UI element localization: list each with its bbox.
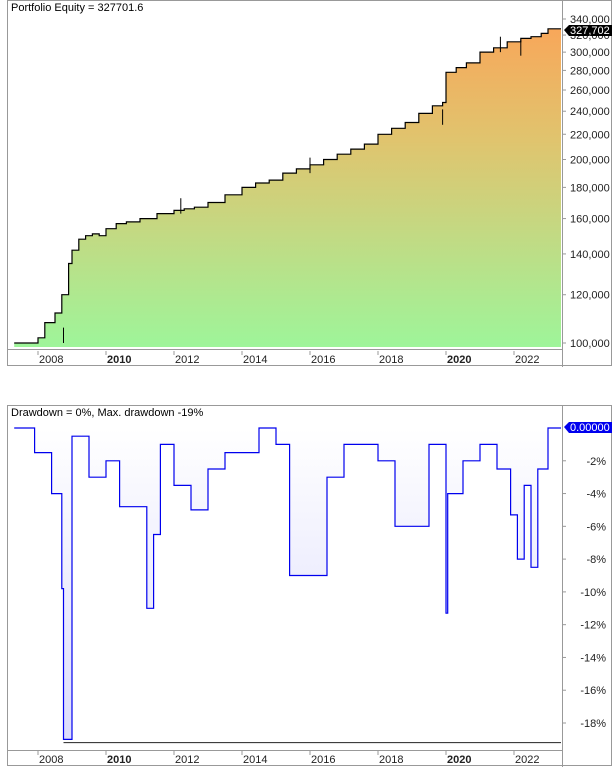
svg-text:2022: 2022: [515, 354, 539, 366]
drawdown-last-value-label: 0.00000: [570, 422, 610, 434]
equity-last-value-label: 327,702: [570, 25, 610, 37]
svg-text:-18%: -18%: [580, 718, 606, 730]
svg-text:-2%: -2%: [586, 456, 606, 468]
svg-text:2014: 2014: [243, 754, 267, 766]
svg-text:300,000: 300,000: [570, 47, 610, 59]
svg-text:140,000: 140,000: [570, 249, 610, 261]
svg-text:100,000: 100,000: [570, 338, 610, 350]
equity-last-value-marker: 327,702: [564, 25, 612, 37]
svg-text:2010: 2010: [107, 754, 131, 766]
svg-text:2016: 2016: [311, 754, 335, 766]
svg-text:180,000: 180,000: [570, 182, 610, 194]
svg-text:2022: 2022: [515, 754, 539, 766]
svg-text:2020: 2020: [447, 354, 471, 366]
equity-y-axis: 340,000320,000300,000280,000260,000240,0…: [562, 14, 610, 350]
svg-text:2010: 2010: [107, 354, 131, 366]
svg-text:-6%: -6%: [586, 521, 606, 533]
svg-text:2018: 2018: [379, 354, 403, 366]
svg-text:-10%: -10%: [580, 587, 606, 599]
svg-text:120,000: 120,000: [570, 290, 610, 302]
equity-area: [14, 28, 561, 348]
equity-chart-title: Portfolio Equity = 327701.6: [11, 2, 144, 14]
drawdown-chart-title: Drawdown = 0%, Max. drawdown -19%: [11, 407, 204, 419]
svg-text:2020: 2020: [447, 754, 471, 766]
equity-chart-canvas[interactable]: 340,000320,000300,000280,000260,000240,0…: [8, 1, 613, 367]
svg-text:2012: 2012: [175, 354, 199, 366]
svg-text:2012: 2012: [175, 754, 199, 766]
drawdown-y-axis: -2% -4% -6% -8% -10% -12% -14% -16% -18%: [562, 456, 606, 730]
svg-text:-16%: -16%: [580, 685, 606, 697]
svg-text:200,000: 200,000: [570, 154, 610, 166]
svg-text:2014: 2014: [243, 354, 267, 366]
drawdown-chart-canvas[interactable]: -2% -4% -6% -8% -10% -12% -14% -16% -18% 2008 201…: [8, 406, 613, 767]
drawdown-last-value-marker: 0.00000: [564, 422, 612, 434]
svg-text:220,000: 220,000: [570, 129, 610, 141]
svg-text:160,000: 160,000: [570, 214, 610, 226]
svg-text:-4%: -4%: [586, 489, 606, 501]
svg-text:2016: 2016: [311, 354, 335, 366]
drawdown-chart-panel: -2% -4% -6% -8% -10% -12% -14% -16% -18% 2008 201…: [7, 405, 613, 767]
svg-text:2018: 2018: [379, 754, 403, 766]
svg-text:240,000: 240,000: [570, 106, 610, 118]
svg-text:-12%: -12%: [580, 620, 606, 632]
drawdown-line: [14, 427, 561, 744]
svg-text:2008: 2008: [39, 354, 63, 366]
svg-text:340,000: 340,000: [570, 14, 610, 26]
equity-x-axis: 2008 2010 2012 2014 2016 2018 2020 2022: [37, 351, 539, 366]
svg-text:-8%: -8%: [586, 554, 606, 566]
svg-text:2008: 2008: [39, 754, 63, 766]
svg-text:280,000: 280,000: [570, 65, 610, 77]
svg-text:260,000: 260,000: [570, 85, 610, 97]
drawdown-x-axis: 2008 2010 2012 2014 2016 2018 2020 2022: [37, 751, 539, 766]
equity-chart-panel: 340,000 320,000 300,000 280,000 260,000 240,0…: [7, 0, 613, 367]
svg-text:-14%: -14%: [580, 652, 606, 664]
